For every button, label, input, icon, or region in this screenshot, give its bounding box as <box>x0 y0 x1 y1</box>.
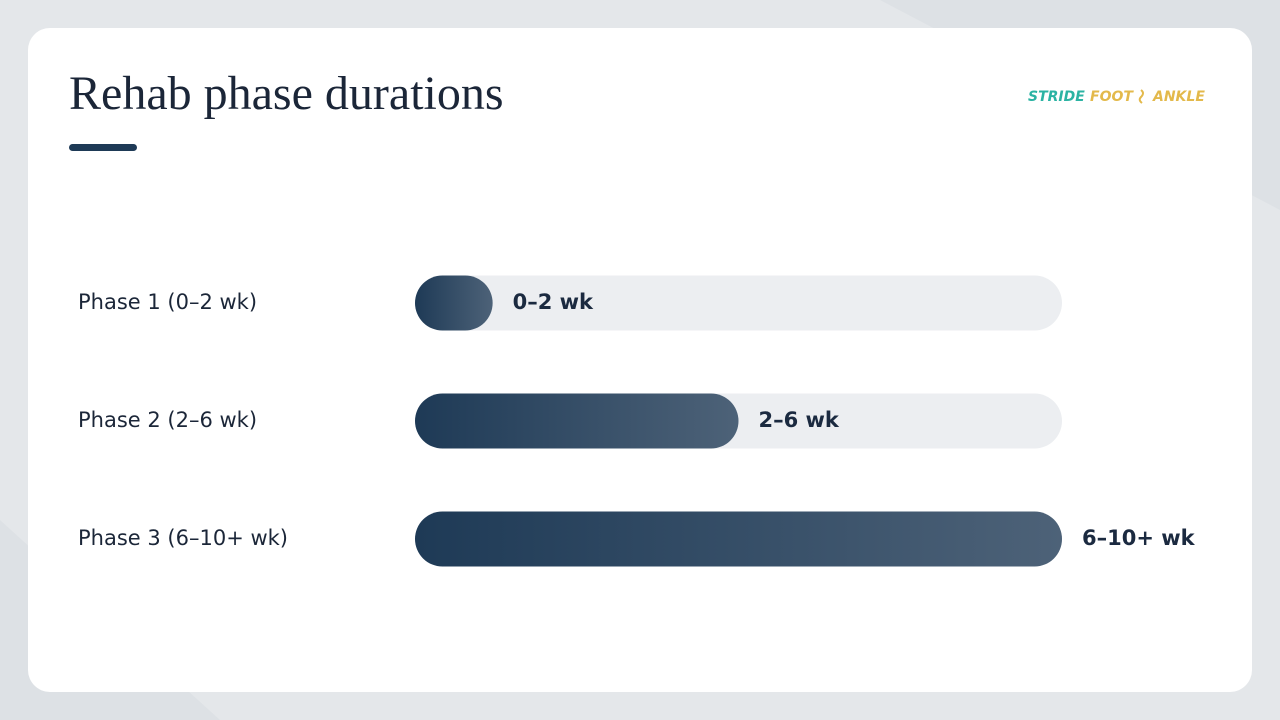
title-underline <box>69 144 137 151</box>
card <box>28 28 1252 692</box>
bar-label: 0–2 wk <box>513 290 594 314</box>
logo-word: FOOT <box>1090 89 1134 105</box>
bar-label: 6–10+ wk <box>1082 526 1196 550</box>
logo-word: STRIDE <box>1028 89 1085 105</box>
bar <box>415 275 493 331</box>
bar <box>415 511 1062 567</box>
category-label: Phase 1 (0–2 wk) <box>78 290 257 314</box>
logo-icon <box>1138 89 1144 104</box>
bar <box>415 393 739 449</box>
category-label: Phase 2 (2–6 wk) <box>78 408 257 432</box>
chart-title: Rehab phase durations <box>69 67 504 120</box>
bar-track <box>415 275 1062 331</box>
logo-word: ANKLE <box>1152 89 1205 105</box>
bar-label: 2–6 wk <box>759 408 840 432</box>
category-label: Phase 3 (6–10+ wk) <box>78 526 288 550</box>
